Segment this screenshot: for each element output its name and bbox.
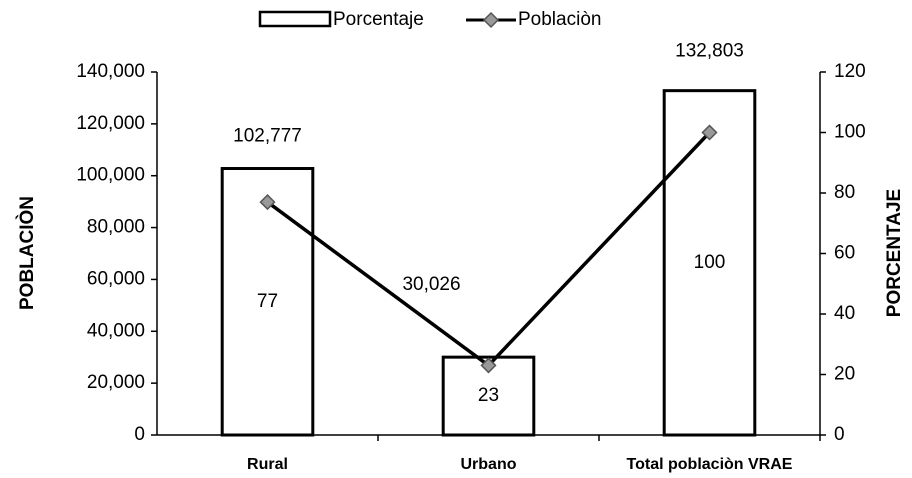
bar-value-label: 30,026 [402,274,460,295]
line-value-label: 23 [478,385,499,406]
y-tick-label: 100,000 [76,165,145,186]
legend-label: Poblaciòn [518,9,601,30]
line-value-label: 100 [694,252,726,273]
y-tick-label: 140,000 [76,61,145,82]
line-marker [480,357,497,374]
y2-tick-label: 0 [834,424,845,445]
y-tick-label: 40,000 [87,320,145,341]
legend-label: Porcentaje [333,9,424,30]
bar-value-label: 132,803 [675,41,744,62]
y2-tick-label: 100 [834,122,866,143]
y2-axis-label: PORCENTAJE [884,189,905,317]
bar [220,167,315,437]
bar-value-label: 102,777 [233,126,302,147]
y2-tick-label: 20 [834,364,855,385]
y2-tick-label: 80 [834,182,855,203]
y-tick-label: 0 [134,424,145,445]
line [266,131,711,368]
line-value-label: 77 [257,291,278,312]
y-axis-label: POBLACIÒN [16,196,38,310]
y-tick-label: 60,000 [87,268,145,289]
y-tick-label: 20,000 [87,372,145,393]
x-tick-label: Urbano [461,456,517,473]
y2-tick-label: 40 [834,303,855,324]
line-marker [259,194,276,211]
x-tick-label: Rural [247,456,288,473]
legend-marker [482,11,500,29]
bar [662,89,757,437]
y-tick-label: 120,000 [76,113,145,134]
x-tick-label: Total poblaciòn VRAE [627,456,793,473]
y2-tick-label: 60 [834,243,855,264]
y2-tick-label: 120 [834,61,866,82]
line-marker [701,124,718,141]
y-tick-label: 80,000 [87,217,145,238]
legend-swatch [258,10,332,28]
